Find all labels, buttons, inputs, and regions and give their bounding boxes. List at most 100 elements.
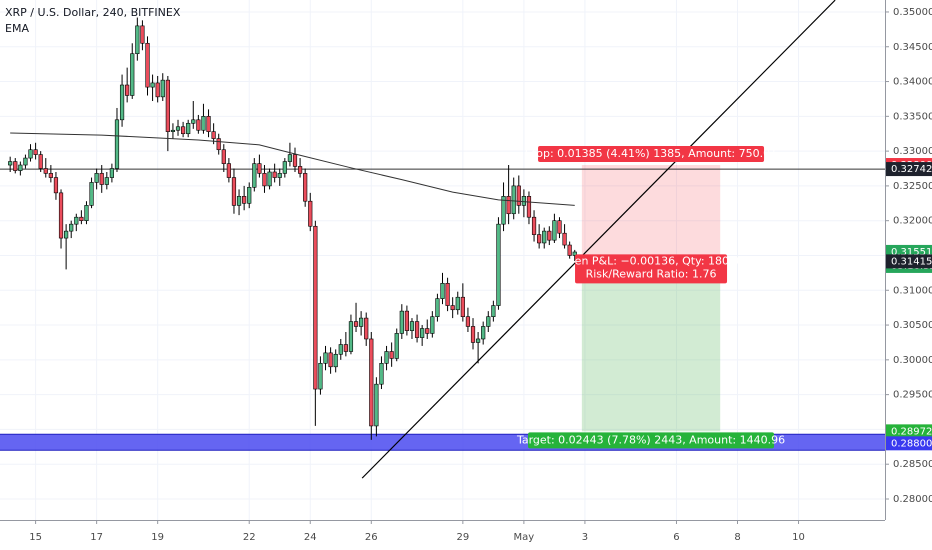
candle-body [567,244,572,256]
y-tick-label: 0.28000 [893,494,932,505]
candle-body [414,321,420,338]
candle-body [465,316,471,327]
candle-body [333,353,338,368]
candle-body [359,317,364,327]
y-tick-label: 0.32500 [893,181,932,192]
candle-body [297,166,303,174]
candle-body [277,173,282,178]
y-tick-label: 0.31000 [893,285,932,296]
x-tick-label: 8 [734,532,740,543]
candle-body [389,351,394,359]
y-tick-label: 0.33000 [893,146,932,157]
y-tick-label: 0.33500 [893,111,932,122]
candle-body [481,326,486,340]
candle-body [262,173,267,187]
candle-body [99,173,104,185]
candle-body [242,196,247,204]
candle-body [8,161,13,166]
candle-body [425,328,430,334]
candle-body [394,333,399,359]
y-tick-label: 0.30000 [893,355,932,366]
price-label-box [886,162,932,177]
candle-body [23,157,28,166]
candle-body [64,230,69,239]
candle-body [267,171,272,187]
candle-body [94,173,99,183]
candle-body [343,344,348,352]
candle-body [476,338,481,343]
candle-body [58,192,64,239]
x-tick-label: 10 [792,532,805,543]
candle-body [572,251,577,256]
target-label-box [528,432,775,449]
plot [8,17,577,440]
price-label: 0.32742 [891,164,932,175]
target-label: Target: 0.02443 (7.78%) 2443, Amount: 14… [516,433,785,446]
y-tick-label: 0.34500 [893,42,932,53]
candle-body [140,25,145,44]
price-label: 0.28972 [891,426,932,437]
candle-body [374,383,379,427]
x-tick-label: 3 [582,532,588,543]
candle-body [109,168,114,178]
indicator-label: EMA [5,22,29,35]
candle-body [364,317,369,340]
candle-body [150,82,155,88]
candle-body [84,205,89,221]
candle-body [430,316,435,334]
candle-body [440,283,445,299]
y-tick-label: 0.32000 [893,216,932,227]
price-label: 0.31415 [891,256,932,267]
candle-body [369,338,374,427]
candle-body [552,220,557,241]
pnl-box [575,254,728,284]
candle-body [175,126,181,131]
x-tick-label: May [514,532,535,543]
x-tick-label: 29 [456,532,469,543]
candle-body [186,122,191,135]
candle-body [130,53,135,96]
candle-body [506,196,511,215]
candle-body [170,129,176,132]
candle-body [521,196,526,206]
trendline [361,0,836,479]
x-tick-label: 15 [29,532,42,543]
candle-body [303,173,308,202]
candle-body [547,230,552,241]
candle-body [491,305,496,318]
candle-body [155,82,160,98]
target-zone [581,261,721,432]
candle-body [384,351,389,364]
candle-body [511,185,516,215]
candle-body [445,283,450,306]
ema-line [10,132,575,206]
candle-body [328,352,333,368]
candle-body [206,116,211,132]
candle-body [348,321,354,352]
candle-body [313,225,318,390]
candle-body [353,321,359,327]
candle-body [537,234,542,244]
candle-body [135,25,140,55]
candle-body [420,328,425,338]
y-tick-label: 0.34000 [893,77,932,88]
price-label-box [886,254,932,269]
candle-body [435,298,440,318]
candle-body [516,185,521,206]
candle-body [318,363,323,390]
candle-body [399,310,404,334]
candle-body [191,119,196,124]
candle-body [526,196,532,218]
candle-body [287,154,293,162]
candle-body [160,79,165,98]
candle-body [33,149,38,155]
rr-label: Risk/Reward Ratio: 1.76 [586,267,717,280]
candle-body [236,196,242,206]
candle-body [501,196,506,225]
candle-body [89,182,94,206]
y-tick-label: 0.30500 [893,320,932,331]
candle-body [323,352,328,364]
candle-body [531,216,537,235]
candle-body [165,79,170,132]
